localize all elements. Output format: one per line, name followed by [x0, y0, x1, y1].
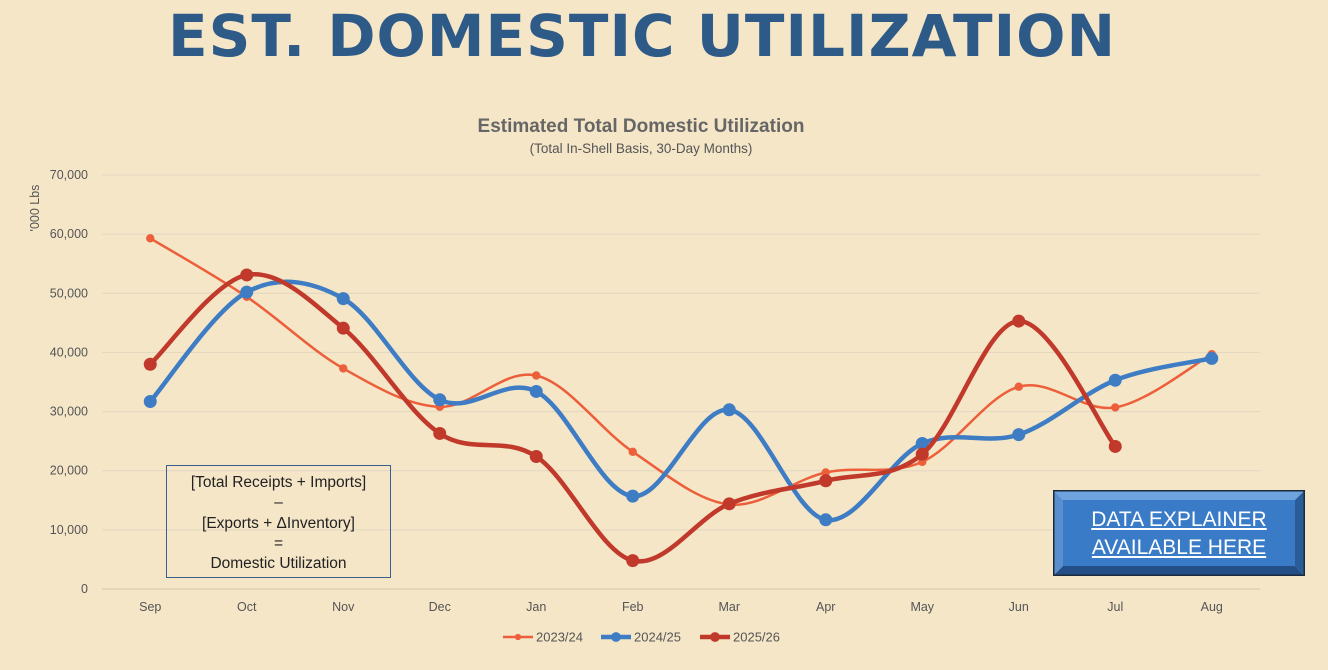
data-point	[336, 321, 350, 335]
x-tick-label: Sep	[139, 600, 161, 614]
x-tick-label: Jul	[1107, 600, 1123, 614]
x-tick-label: Mar	[718, 600, 740, 614]
data-point	[1108, 373, 1122, 387]
formula-line-1: [Total Receipts + Imports]	[190, 474, 367, 491]
y-axis-label: '000 Lbs	[28, 185, 42, 232]
y-tick-label: 70,000	[50, 168, 88, 182]
legend-label: 2024/25	[634, 630, 681, 645]
data-point	[143, 357, 157, 371]
y-tick-label: 60,000	[50, 227, 88, 241]
explainer-line-2[interactable]: AVAILABLE HERE	[1091, 536, 1267, 559]
y-tick-label: 10,000	[50, 523, 88, 537]
data-point	[1012, 314, 1026, 328]
data-point	[628, 447, 637, 456]
x-tick-label: Oct	[237, 600, 257, 614]
x-tick-label: Dec	[429, 600, 451, 614]
data-point	[819, 474, 833, 488]
data-point	[146, 234, 155, 243]
data-point	[529, 384, 543, 398]
data-point	[915, 447, 929, 461]
formula-equals: =	[273, 534, 284, 552]
y-tick-label: 20,000	[50, 464, 88, 478]
formula-line-3: [Exports + ΔInventory]	[202, 514, 355, 532]
data-point	[433, 426, 447, 440]
data-point	[626, 489, 640, 503]
data-point	[529, 450, 543, 464]
x-tick-label: Apr	[816, 600, 835, 614]
legend-marker	[710, 632, 720, 642]
x-tick-label: Feb	[622, 600, 644, 614]
data-point	[626, 554, 640, 568]
data-point	[1205, 351, 1219, 365]
x-tick-label: Nov	[332, 600, 355, 614]
data-point	[821, 468, 830, 477]
chart-subtitle: (Total In-Shell Basis, 30-Day Months)	[530, 141, 753, 156]
series-lines	[143, 234, 1219, 568]
legend-label: 2023/24	[536, 630, 583, 645]
data-point	[336, 292, 350, 306]
data-point	[339, 364, 348, 373]
x-tick-label: Jun	[1009, 600, 1029, 614]
formula-minus: –	[274, 494, 283, 512]
data-point	[240, 268, 254, 282]
data-point	[240, 285, 254, 299]
data-point	[1108, 439, 1122, 453]
x-tick-label: Jan	[526, 600, 546, 614]
data-point	[819, 513, 833, 527]
data-point	[722, 497, 736, 511]
axis-ticks: 0 10,000 20,000 30,000 40,000 50,000 60,000 70,…	[50, 168, 1223, 614]
explainer-line-1[interactable]: DATA EXPLAINER	[1091, 508, 1267, 531]
data-explainer-button[interactable]: DATA EXPLAINER AVAILABLE HERE	[1053, 490, 1305, 576]
data-point	[143, 395, 157, 409]
legend-marker	[611, 632, 621, 642]
series-line-2023-24	[149, 237, 1213, 506]
button-bevel	[1053, 490, 1305, 576]
data-point	[722, 403, 736, 417]
x-tick-label: Aug	[1201, 600, 1223, 614]
data-point	[433, 393, 447, 407]
formula-result: Domestic Utilization	[210, 555, 347, 573]
legend-label: 2025/26	[733, 630, 780, 645]
y-tick-label: 40,000	[50, 345, 88, 359]
y-tick-label: 0	[81, 582, 88, 596]
legend-marker	[514, 633, 522, 641]
data-point	[532, 371, 541, 380]
y-tick-label: 30,000	[50, 405, 88, 419]
x-tick-label: May	[910, 600, 934, 614]
data-point	[1014, 382, 1023, 391]
data-point	[1012, 428, 1026, 442]
page-title: EST. DOMESTIC UTILIZATION	[167, 2, 1117, 70]
chart-title: Estimated Total Domestic Utilization	[478, 116, 805, 137]
legend: 2023/24 2024/25 2025/26	[503, 630, 780, 645]
y-tick-label: 50,000	[50, 286, 88, 300]
data-explainer-label[interactable]: DATA EXPLAINER AVAILABLE HERE	[1053, 506, 1305, 562]
formula-box: [Total Receipts + Imports] – [Exports + …	[166, 465, 391, 578]
data-point	[915, 437, 929, 451]
data-point	[1111, 403, 1120, 412]
